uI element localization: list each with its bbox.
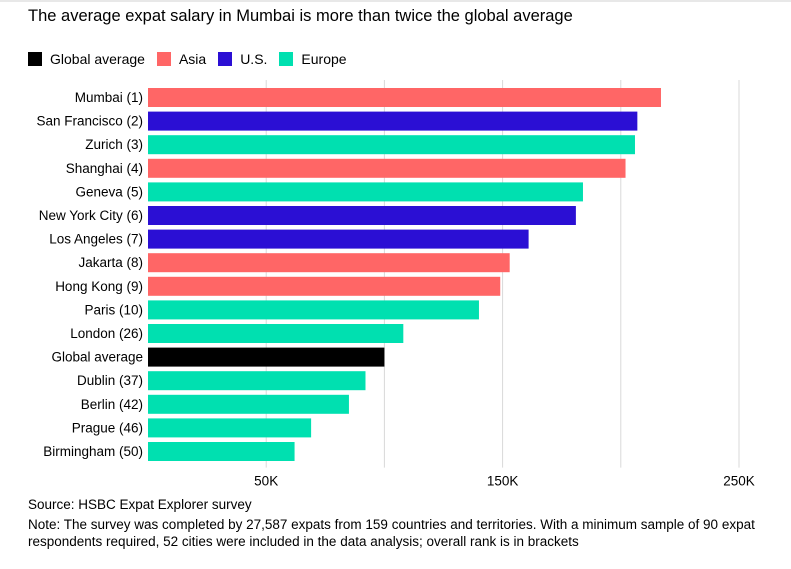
- legend: Global average Asia U.S. Europe: [28, 51, 359, 67]
- bar: [148, 418, 312, 438]
- bar: [148, 394, 349, 414]
- category-label: Global average: [51, 350, 143, 365]
- legend-swatch-us: [218, 52, 233, 66]
- legend-item-us: U.S.: [218, 51, 267, 67]
- x-tick-label: 250K: [723, 474, 755, 489]
- bar: [148, 276, 501, 296]
- source-text: Source: HSBC Expat Explorer survey: [28, 497, 252, 512]
- category-label: Berlin (42): [81, 397, 143, 412]
- bar: [148, 135, 635, 155]
- chart-title: The average expat salary in Mumbai is mo…: [28, 7, 573, 25]
- legend-label-global-average: Global average: [50, 51, 145, 67]
- bars: [148, 88, 661, 461]
- bar: [148, 182, 583, 202]
- category-label: London (26): [70, 326, 143, 341]
- bar: [148, 371, 366, 391]
- legend-item-asia: Asia: [156, 51, 207, 67]
- bar: [148, 111, 638, 131]
- category-labels: Mumbai (1) San Francisco (2) Zurich (3) Sha…: [36, 90, 143, 459]
- category-label: Shanghai (4): [66, 161, 143, 176]
- note-text: Note: The survey was completed by 27,587…: [28, 517, 755, 549]
- x-tick-label: 50K: [254, 474, 278, 489]
- bar-chart: Mumbai (1) San Francisco (2) Zurich (3) Sha…: [36, 80, 755, 489]
- legend-label-asia: Asia: [178, 51, 207, 67]
- bar: [148, 253, 510, 273]
- legend-label-europe: Europe: [301, 51, 347, 67]
- category-label: San Francisco (2): [36, 114, 143, 129]
- category-label: Geneva (5): [75, 184, 143, 199]
- bar: [148, 206, 576, 225]
- bar: [148, 88, 661, 107]
- legend-swatch-asia: [156, 52, 171, 66]
- category-label: Prague (46): [72, 420, 143, 435]
- legend-swatch-europe: [279, 52, 294, 66]
- category-label: Paris (10): [84, 302, 143, 317]
- legend-item-europe: Europe: [279, 51, 347, 67]
- bar: [148, 324, 404, 343]
- category-label: Birmingham (50): [43, 444, 143, 459]
- x-axis-ticks: 50K 150K 250K: [254, 474, 755, 489]
- category-label: Dublin (37): [77, 373, 143, 388]
- legend-label-us: U.S.: [240, 51, 268, 67]
- legend-swatch-global-average: [28, 52, 42, 66]
- category-label: Los Angeles (7): [49, 232, 143, 247]
- footer: Source: HSBC Expat Explorer survey Note:…: [28, 496, 768, 550]
- bar: [148, 300, 479, 320]
- bar: [148, 229, 529, 249]
- x-tick-label: 150K: [487, 474, 519, 489]
- category-label: Jakarta (8): [78, 255, 143, 270]
- category-label: Hong Kong (9): [55, 279, 143, 294]
- top-rule: [0, 0, 791, 2]
- bar: [148, 347, 385, 367]
- category-label: Zurich (3): [85, 137, 143, 152]
- category-label: Mumbai (1): [75, 90, 143, 105]
- category-label: New York City (6): [39, 208, 143, 223]
- legend-item-global-average: Global average: [28, 51, 145, 67]
- bar: [148, 158, 626, 178]
- bar: [148, 442, 295, 461]
